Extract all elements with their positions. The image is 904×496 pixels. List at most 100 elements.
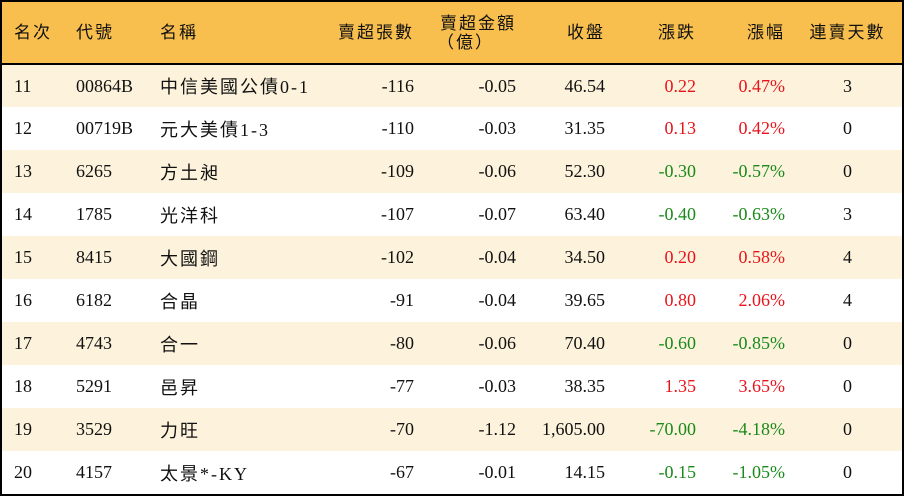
cell-close: 34.50 [564,247,606,267]
cell-consecutive-days: 4 [843,290,852,310]
cell-net-sell-volume: -77 [390,376,414,396]
cell-net-sell-amount: -1.12 [478,419,517,439]
table-row: 11 00864B 中信美國公債0-1 -116 -0.05 46.54 0.22 0.47%… [2,64,902,107]
cell-change-pct: 3.65% [738,376,786,396]
cell-net-sell-volume: -110 [381,118,414,138]
cell-net-sell-amount: -0.04 [478,247,517,267]
cell-code: 5291 [76,376,112,396]
table-row: 19 3529 力旺 -70 -1.12 1,605.00 -70.00 -4.18% 0 [2,408,902,451]
cell-change: 0.80 [664,290,697,310]
cell-rank: 15 [14,247,32,267]
cell-code: 4157 [76,462,112,482]
cell-close: 1,605.00 [542,419,605,439]
cell-net-sell-volume: -102 [381,247,414,267]
cell-name: 光洋科 [160,205,220,226]
cell-code: 1785 [76,204,112,224]
header-rank: 名次 [14,22,52,42]
cell-net-sell-volume: -116 [381,75,414,96]
cell-change-pct: -0.63% [732,204,786,224]
cell-net-sell-volume: -80 [390,333,414,353]
table-row: 13 6265 方土昶 -109 -0.06 52.30 -0.30 -0.57% 0 [2,150,902,193]
cell-consecutive-days: 0 [843,161,852,181]
header-net-sell-volume: 賣超張數 [338,22,414,42]
cell-change-pct: -0.57% [732,161,786,181]
table-body: 11 00864B 中信美國公債0-1 -116 -0.05 46.54 0.22 0.47%… [2,64,902,494]
cell-close: 14.15 [564,462,606,482]
cell-code: 6182 [76,290,112,310]
header-amount-line2: （億） [437,32,494,52]
cell-net-sell-amount: -0.07 [478,204,517,224]
cell-consecutive-days: 0 [843,376,852,396]
cell-change: 0.20 [664,247,697,267]
cell-change: -0.60 [658,333,697,353]
cell-net-sell-volume: -109 [381,161,414,181]
cell-net-sell-volume: -67 [390,462,414,482]
cell-change-pct: 0.42% [738,118,786,138]
header-consecutive-days: 連賣天數 [809,22,886,42]
cell-code: 00719B [76,118,134,138]
cell-name: 元大美債1-3 [160,119,270,140]
cell-name: 太景*-KY [160,463,249,484]
cell-net-sell-volume: -91 [390,290,414,310]
table-row: 18 5291 邑昇 -77 -0.03 38.35 1.35 3.65% 0 [2,365,902,408]
cell-close: 52.30 [564,161,606,181]
cell-change: -0.30 [658,161,697,181]
cell-change-pct: -1.05% [732,462,786,482]
cell-change-pct: -0.85% [732,333,786,353]
cell-name: 邑昇 [160,377,200,398]
header-close: 收盤 [567,22,605,42]
cell-change-pct: 0.58% [738,247,786,267]
cell-code: 6265 [76,161,112,181]
header-change: 漲跌 [658,22,696,42]
header-amount-line1: 賣超金額 [440,13,516,33]
header-net-sell-amount: 賣超金額 （億） [414,2,516,64]
cell-consecutive-days: 0 [843,462,852,482]
cell-net-sell-amount: -0.04 [478,290,517,310]
cell-net-sell-amount: -0.03 [478,376,517,396]
header-row: 名次 代號 名稱 賣超張數 賣超金額 （億） 收盤 漲跌 漲幅 連賣天數 [2,2,902,64]
cell-consecutive-days: 0 [843,333,852,353]
cell-change: 1.35 [664,376,697,396]
cell-close: 46.54 [564,75,606,96]
cell-rank: 14 [14,204,32,224]
cell-change: 0.22 [664,75,697,96]
cell-rank: 19 [14,419,32,439]
cell-code: 4743 [76,333,112,353]
cell-close: 70.40 [564,333,606,353]
cell-change: -70.00 [649,419,697,439]
cell-code: 8415 [76,247,112,267]
cell-consecutive-days: 4 [843,247,852,267]
cell-net-sell-amount: -0.05 [478,75,517,96]
cell-name: 力旺 [160,420,200,441]
cell-net-sell-volume: -70 [390,419,414,439]
cell-close: 39.65 [564,290,606,310]
cell-close: 63.40 [564,204,606,224]
cell-code: 3529 [76,419,112,439]
cell-consecutive-days: 0 [843,419,852,439]
table-row: 16 6182 合晶 -91 -0.04 39.65 0.80 2.06% 4 [2,279,902,322]
table-row: 17 4743 合一 -80 -0.06 70.40 -0.60 -0.85% 0 [2,322,902,365]
table-row: 20 4157 太景*-KY -67 -0.01 14.15 -0.15 -1.05% 0 [2,451,902,494]
cell-close: 38.35 [564,376,606,396]
cell-net-sell-volume: -107 [381,204,414,224]
cell-close: 31.35 [564,118,606,138]
cell-net-sell-amount: -0.01 [478,462,517,482]
cell-rank: 12 [14,118,32,138]
cell-rank: 13 [14,161,32,181]
header-code: 代號 [76,22,114,42]
cell-consecutive-days: 3 [843,75,852,96]
cell-name: 方土昶 [160,162,220,183]
header-change-pct: 漲幅 [747,22,785,42]
cell-consecutive-days: 0 [843,118,852,138]
cell-name: 合一 [160,334,200,355]
cell-rank: 11 [14,75,32,96]
cell-rank: 18 [14,376,32,396]
cell-rank: 17 [14,333,32,353]
table-row: 14 1785 光洋科 -107 -0.07 63.40 -0.40 -0.63% 3 [2,193,902,236]
cell-name: 大國鋼 [160,248,220,269]
cell-change-pct: 2.06% [738,290,786,310]
header-name: 名稱 [160,22,198,42]
cell-change-pct: -4.18% [732,419,786,439]
